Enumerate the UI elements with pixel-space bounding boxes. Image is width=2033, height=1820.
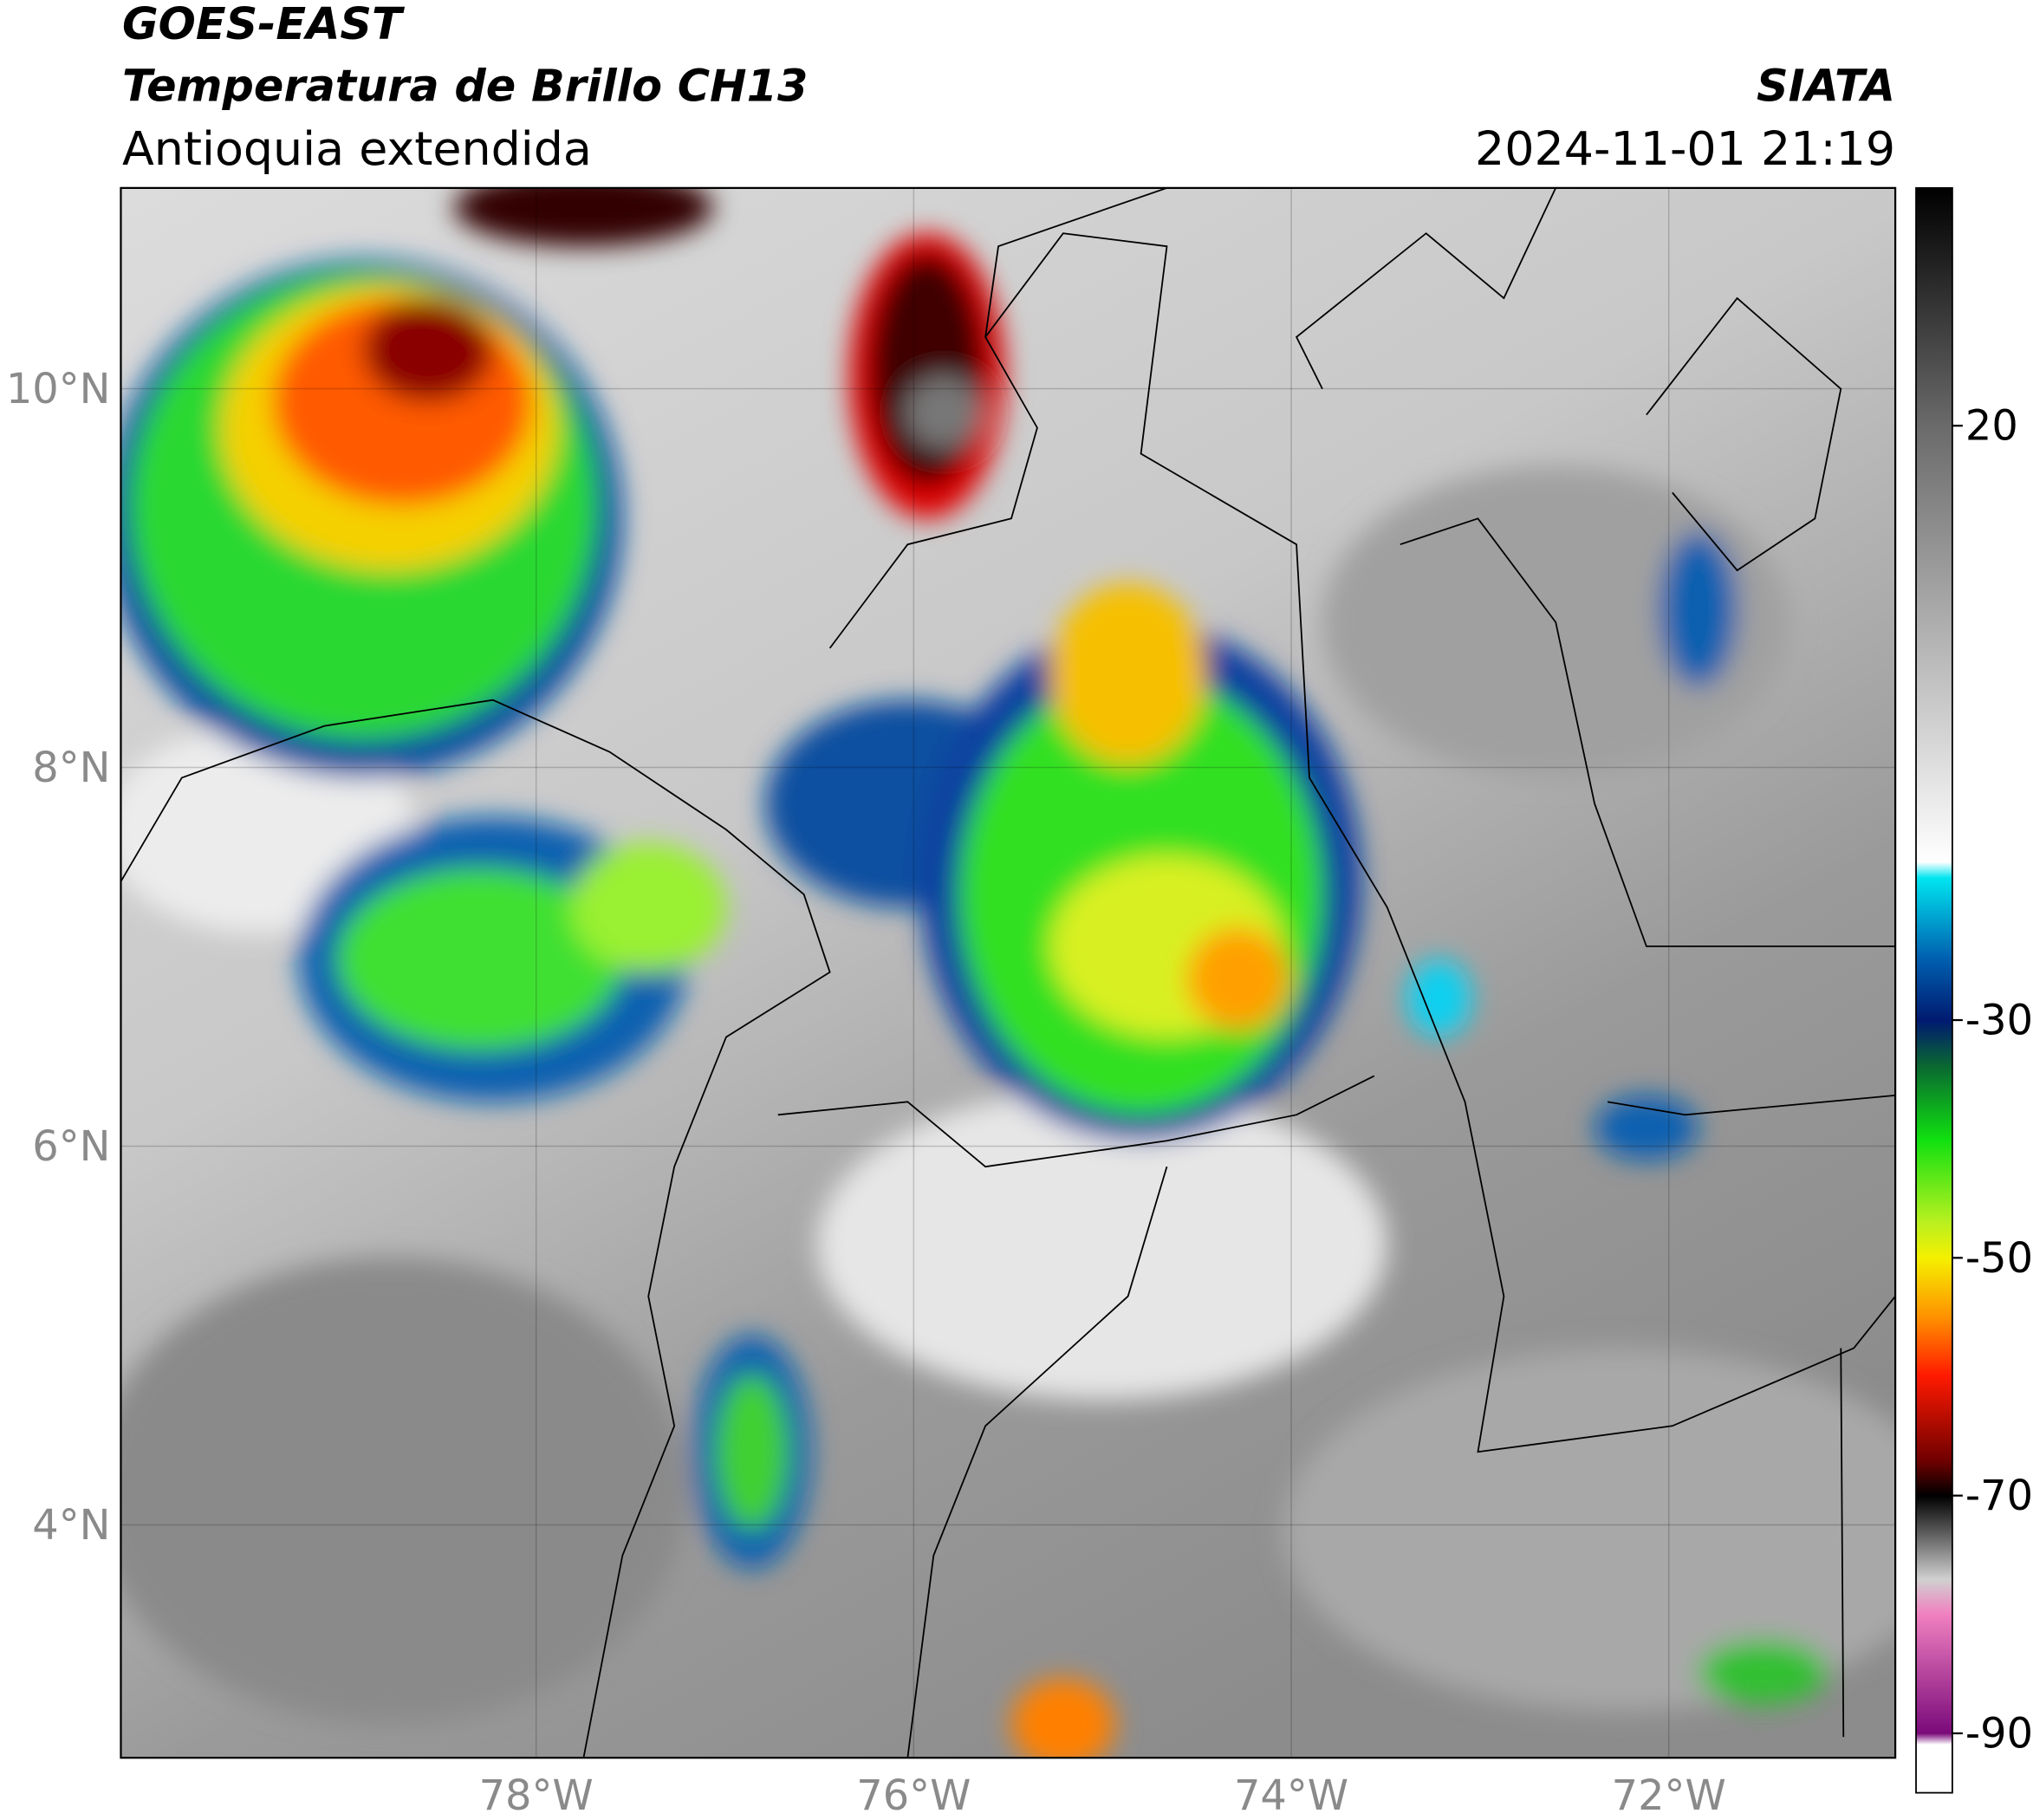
product: Temperatura de Brillo CH13 [122, 61, 808, 112]
colorbar-tick-label: 20 [1965, 403, 2018, 451]
x-tick-label: 72°W [1612, 1772, 1726, 1820]
map-frame [120, 186, 1897, 1759]
x-tick-label: 78°W [479, 1772, 594, 1820]
colorbar-tick-label: -90 [1965, 1710, 2033, 1758]
x-tick-label: 76°W [856, 1772, 971, 1820]
source: SIATA [1757, 61, 1895, 112]
colorbar [1915, 186, 1953, 1794]
datetime: 2024-11-01 21:19 [1475, 121, 1895, 176]
y-tick-label: 6°N [32, 1123, 110, 1171]
y-tick-label: 10°N [6, 366, 111, 413]
colorbar-tick-label: -50 [1965, 1235, 2033, 1283]
colorbar-tick-label: -30 [1965, 997, 2033, 1044]
colorbar-tick-label: -70 [1965, 1472, 2033, 1520]
map-image [120, 187, 1896, 1758]
y-tick-label: 8°N [32, 744, 110, 792]
x-tick-label: 74°W [1234, 1772, 1348, 1820]
region: Antioquia extendida [122, 121, 592, 176]
satellite: GOES-EAST [122, 0, 406, 49]
y-tick-label: 4°N [32, 1502, 110, 1550]
